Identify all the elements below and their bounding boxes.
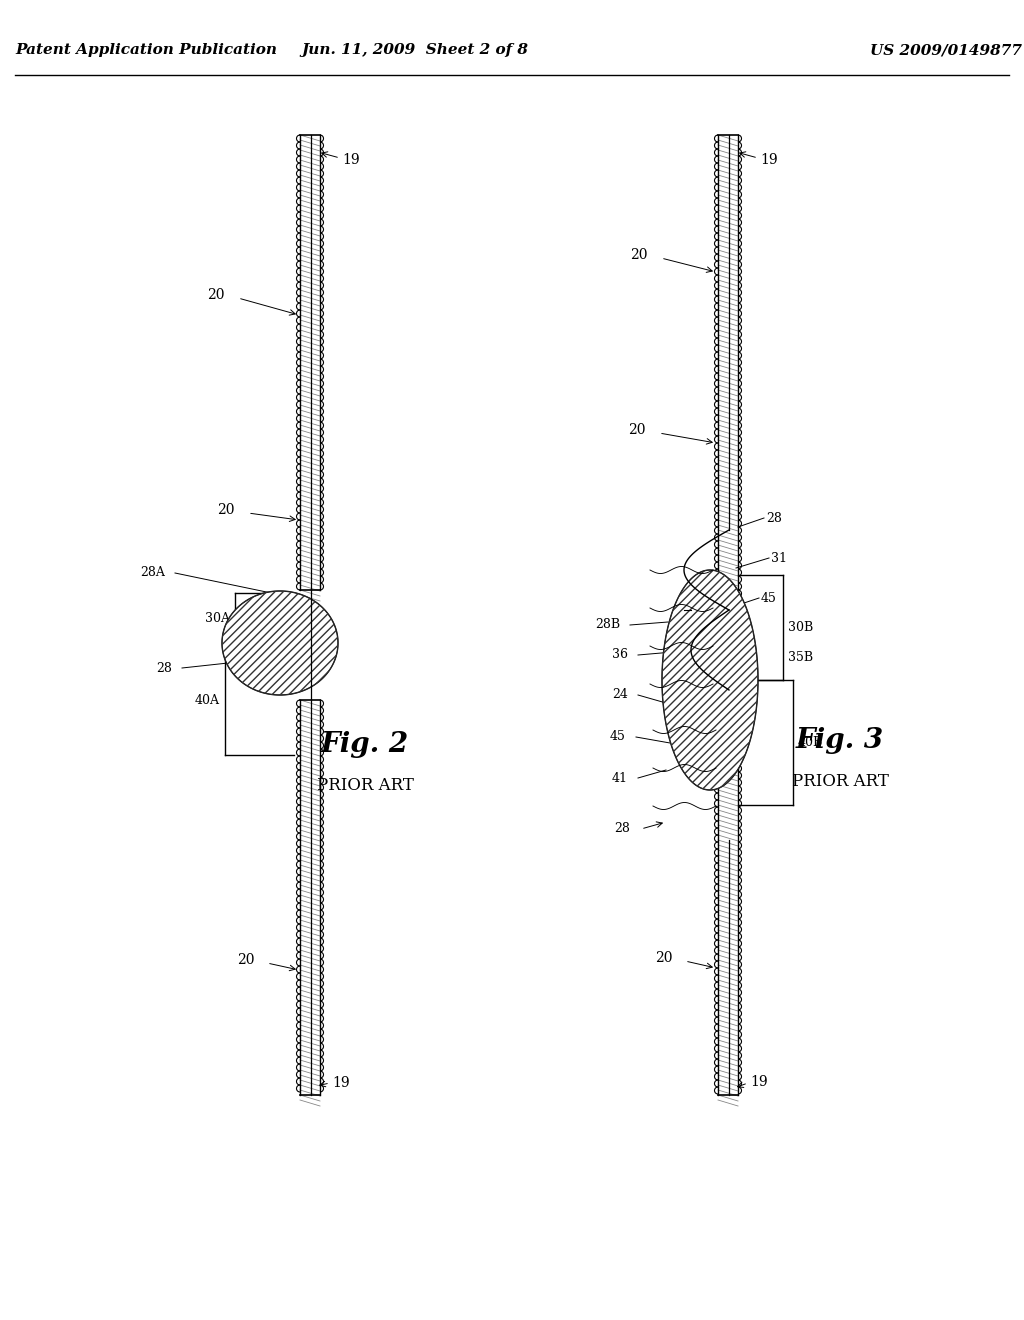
Polygon shape (222, 591, 338, 696)
Text: 28A: 28A (140, 566, 165, 579)
Text: Patent Application Publication: Patent Application Publication (15, 44, 278, 57)
Text: 30A: 30A (205, 612, 230, 626)
Text: 20: 20 (655, 950, 673, 965)
Text: 28: 28 (156, 661, 172, 675)
Text: Fig. 2: Fig. 2 (321, 731, 409, 759)
Text: 20: 20 (631, 248, 648, 261)
Text: 24: 24 (612, 689, 628, 701)
Text: 40A: 40A (195, 693, 220, 706)
Text: 36: 36 (612, 648, 628, 661)
Text: 28: 28 (614, 821, 630, 834)
Text: 19: 19 (750, 1074, 768, 1089)
Text: Fig. 3: Fig. 3 (796, 726, 884, 754)
Text: US 2009/0149877 A1: US 2009/0149877 A1 (870, 44, 1024, 57)
Polygon shape (662, 570, 758, 789)
Text: 28: 28 (766, 511, 782, 524)
Text: 20: 20 (217, 503, 234, 517)
Text: 19: 19 (332, 1076, 349, 1090)
Text: 20: 20 (238, 953, 255, 968)
Text: 31: 31 (771, 552, 787, 565)
Text: 45: 45 (761, 591, 777, 605)
Text: 45: 45 (610, 730, 626, 743)
Text: 28B: 28B (595, 619, 620, 631)
Text: 41: 41 (612, 771, 628, 784)
Text: 19: 19 (342, 153, 359, 168)
Text: PRIOR ART: PRIOR ART (792, 774, 889, 791)
Text: 35A: 35A (227, 622, 252, 635)
Text: 35B: 35B (788, 651, 813, 664)
Text: 20: 20 (208, 288, 225, 302)
Text: PRIOR ART: PRIOR ART (316, 776, 414, 793)
Text: 20: 20 (629, 422, 646, 437)
Text: 30B: 30B (788, 620, 813, 634)
Text: Jun. 11, 2009  Sheet 2 of 8: Jun. 11, 2009 Sheet 2 of 8 (301, 44, 528, 57)
Text: 19: 19 (760, 153, 777, 168)
Text: 40B: 40B (798, 737, 823, 748)
